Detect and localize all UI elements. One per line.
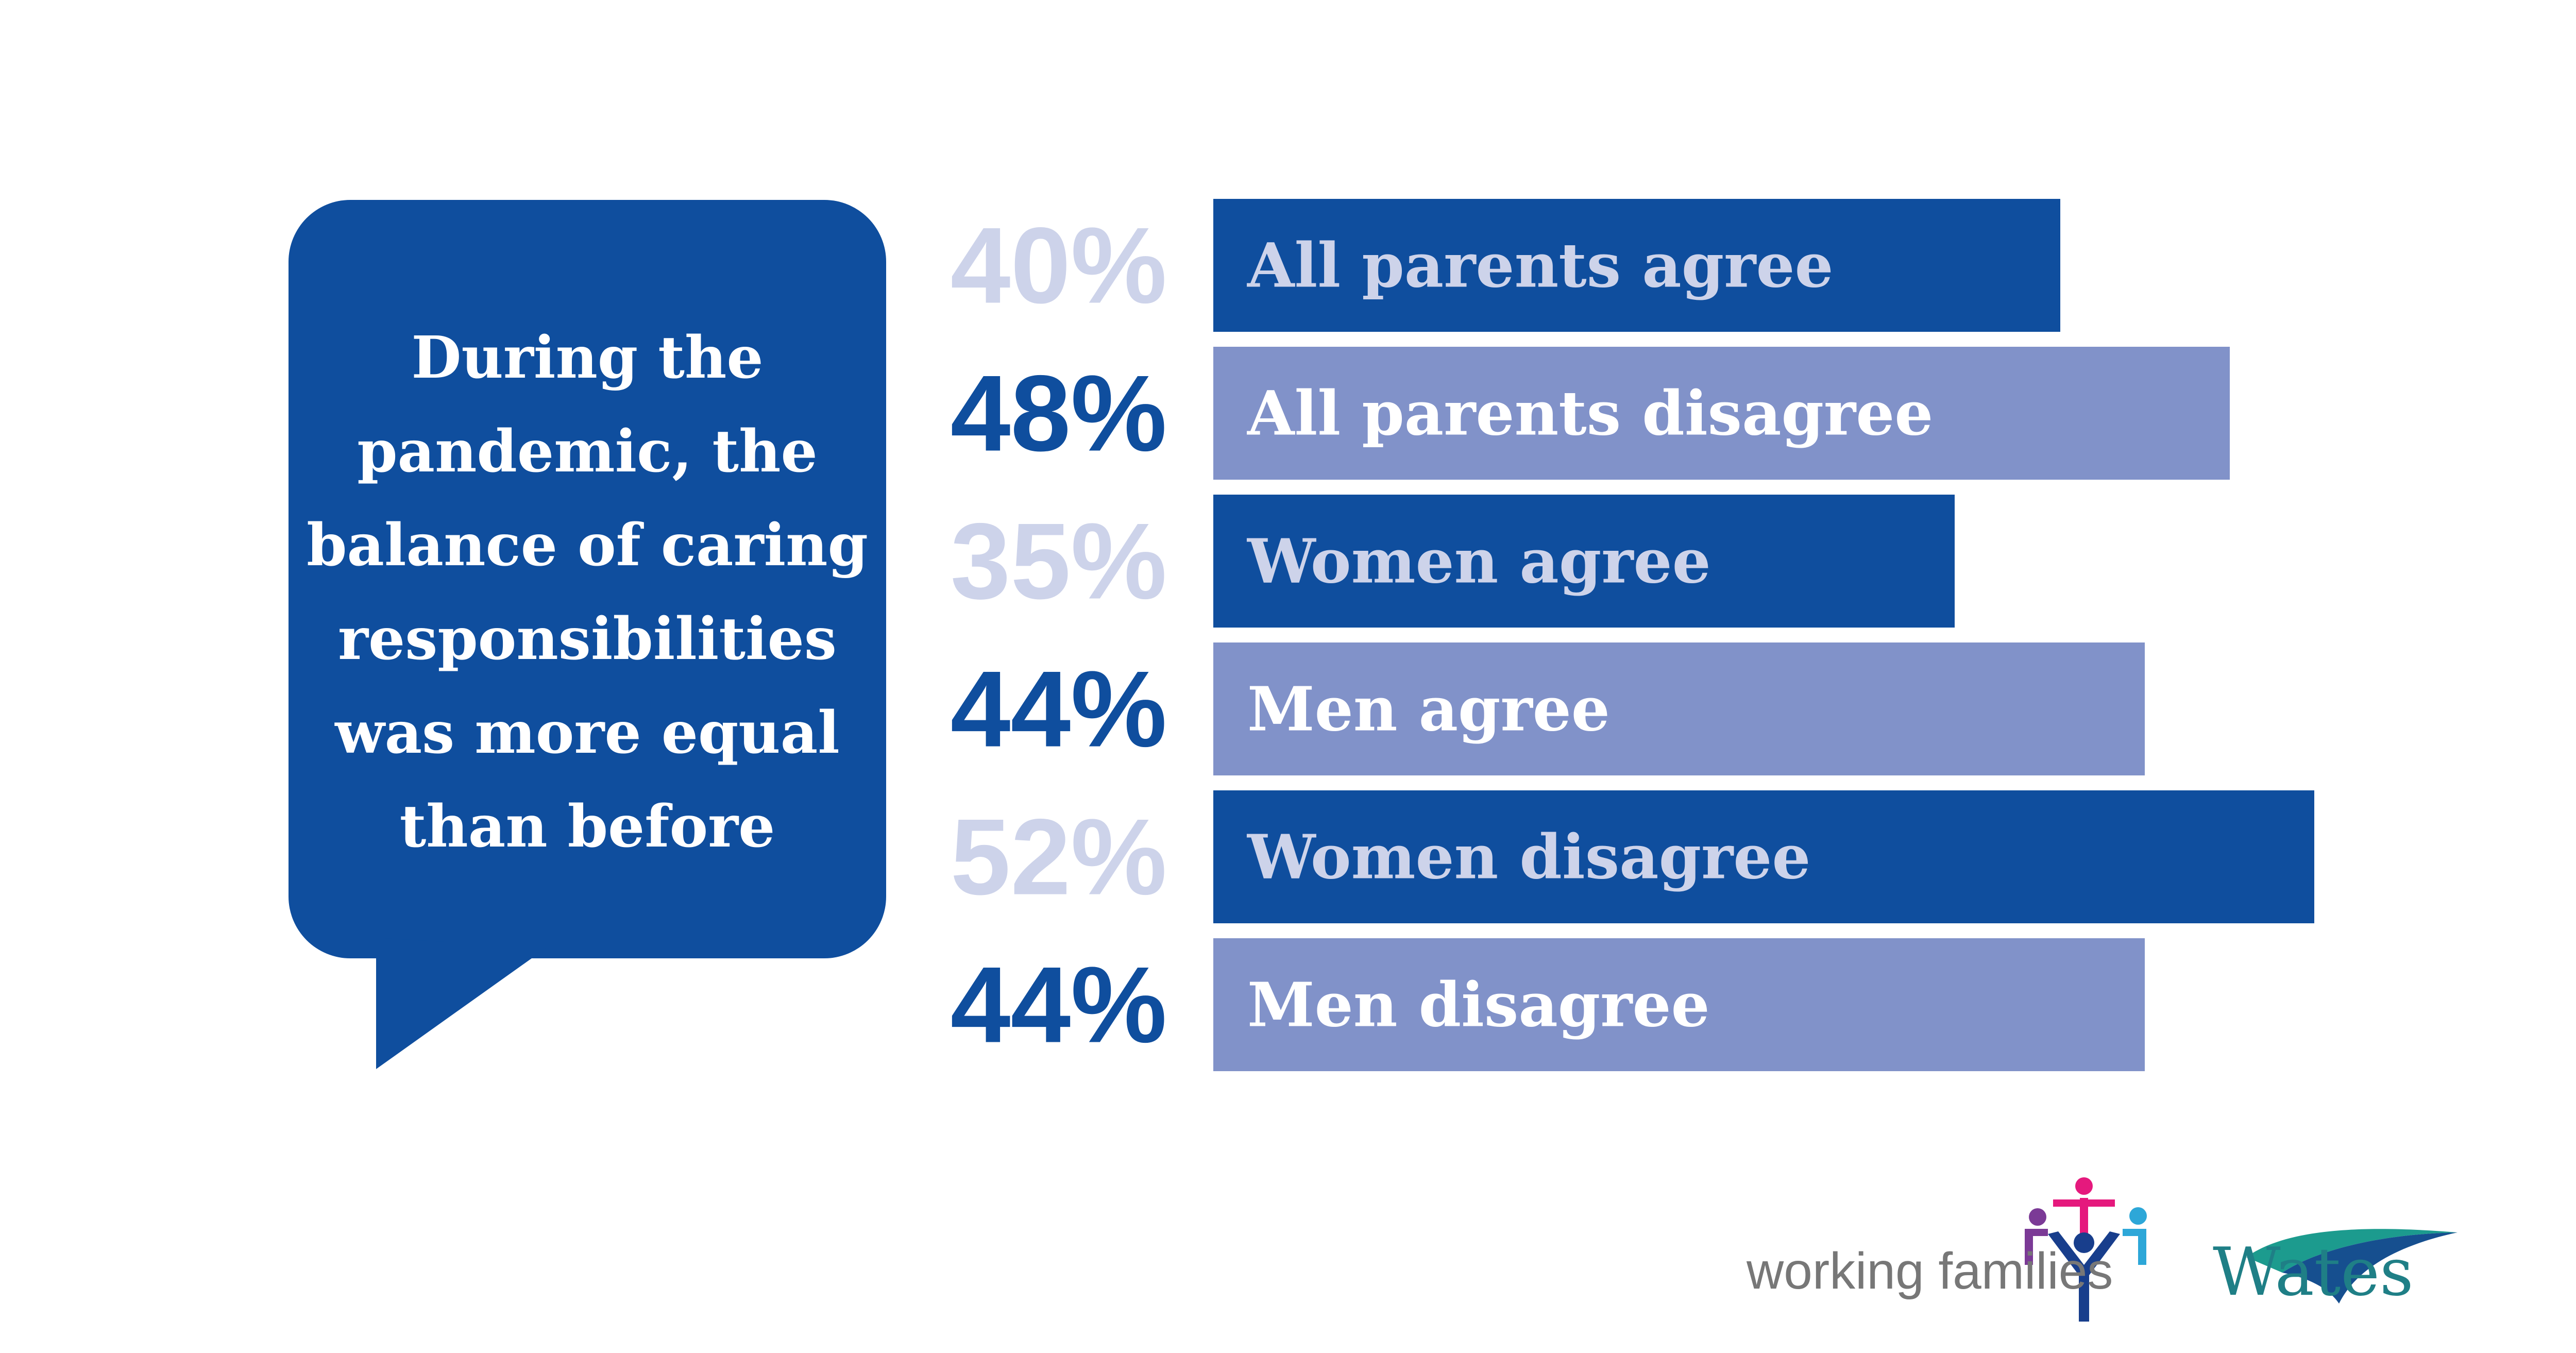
bar-label-5: Women disagree: [1246, 821, 1810, 893]
value-label-4: 44%: [951, 649, 1167, 770]
bar-label-4: Men agree: [1247, 673, 1610, 745]
callout-text: During the pandemic, the balance of cari…: [289, 309, 886, 876]
callout-statement: During the pandemic, the balance of cari…: [307, 324, 868, 860]
bar-label-1: All parents agree: [1247, 230, 1834, 301]
bar-label-6: Men disagree: [1247, 969, 1710, 1041]
speech-bubble-tail: [376, 938, 546, 1069]
working-families-logo-text: working families: [1747, 1242, 2113, 1300]
bar-chart: All parents agree 40% All parents disagree…: [951, 199, 2314, 1071]
figure-cyan-icon: [2123, 1207, 2147, 1265]
value-label-6: 44%: [951, 944, 1167, 1066]
working-families-logo-icon: [2025, 1177, 2147, 1322]
wates-logo-swoosh-icon: [2246, 1229, 2458, 1304]
value-label-3: 35%: [951, 501, 1167, 622]
figure-pink-icon: [2053, 1177, 2115, 1237]
bar-5: [1213, 790, 2314, 923]
bar-label-2: All parents disagree: [1247, 378, 1933, 449]
figure-navy-icon: [2048, 1231, 2120, 1322]
value-label-5: 52%: [951, 797, 1167, 918]
figure-purple-icon: [2025, 1208, 2048, 1265]
bar-4: [1213, 642, 2145, 775]
wates-logo-text: Wates: [2213, 1234, 2414, 1311]
bar-2: [1213, 347, 2230, 480]
bar-3: [1213, 495, 1955, 628]
speech-bubble: [289, 200, 886, 1069]
value-label-1: 40%: [951, 205, 1167, 326]
bar-1: [1213, 199, 2060, 332]
speech-bubble-body: [289, 200, 886, 958]
bar-label-3: Women agree: [1246, 526, 1711, 597]
bar-6: [1213, 938, 2145, 1071]
value-label-2: 48%: [951, 353, 1167, 474]
